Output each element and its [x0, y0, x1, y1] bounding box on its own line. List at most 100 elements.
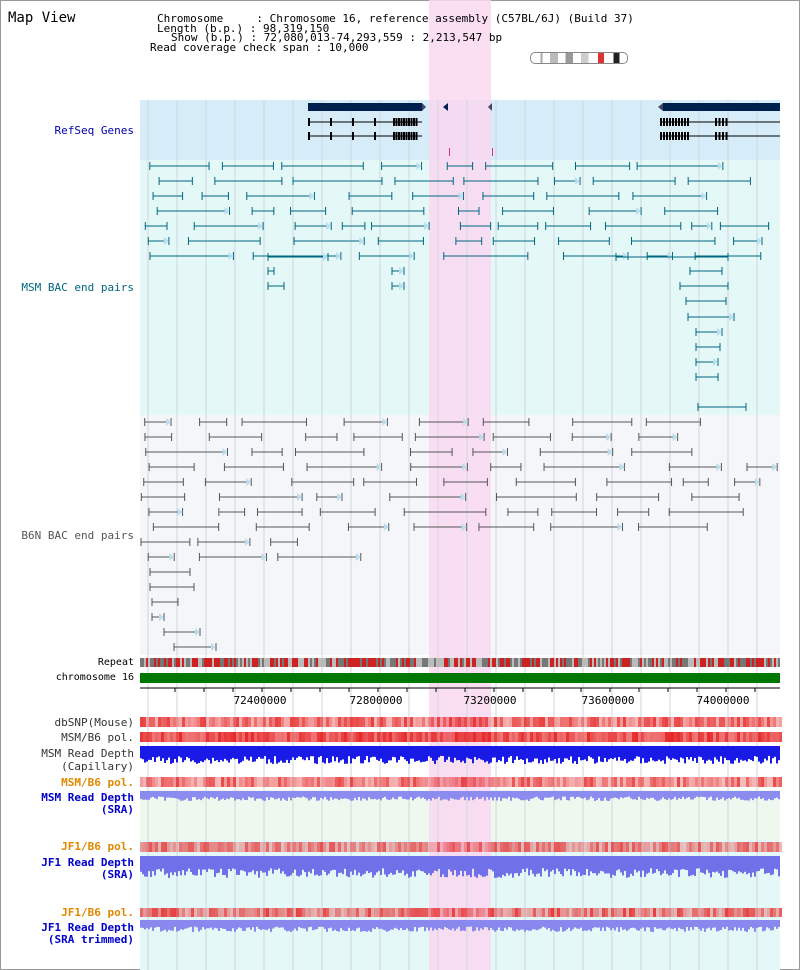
msm-depth-sra	[602, 791, 604, 801]
repeat-segment	[322, 658, 324, 667]
msm-depth-sra	[522, 791, 524, 801]
repeat-segment	[288, 658, 290, 667]
msm-pol2-heat	[422, 777, 425, 787]
refseq-marker	[449, 148, 450, 156]
msm-depth-sra	[326, 791, 328, 800]
jf1-depth-sra	[710, 856, 712, 878]
jf1-depth-sra	[532, 856, 534, 874]
msm-depth-sra	[252, 791, 254, 798]
dbsnp-heat	[452, 717, 455, 727]
jf1-pol-heat	[692, 842, 695, 852]
jf1-depth-trim	[454, 920, 456, 931]
jf1-pol2-heat	[518, 908, 521, 917]
dbsnp-heat	[695, 717, 698, 727]
msm-depth-sra	[144, 791, 146, 800]
msm-pol-heat	[527, 732, 530, 742]
jf1-pol2-heat	[494, 908, 497, 917]
track-label-jf1-depth-sra-1: JF1 Read Depth	[41, 856, 134, 869]
jf1-pol2-heat	[263, 908, 266, 917]
repeat-segment	[162, 658, 164, 667]
jf1-depth-trim	[462, 920, 464, 931]
jf1-depth-sra	[162, 856, 164, 869]
jf1-depth-sra	[556, 856, 558, 869]
msm-depth-cap	[460, 746, 462, 763]
msm-pol-heat	[620, 732, 623, 742]
msm-depth-sra	[620, 791, 622, 798]
repeat-segment	[642, 658, 644, 667]
repeat-segment	[454, 658, 456, 667]
msm-depth-cap	[562, 746, 564, 762]
jf1-depth-trim	[570, 920, 572, 932]
jf1-depth-sra	[510, 856, 512, 874]
msm-depth-sra	[298, 791, 300, 798]
repeat-segment	[696, 658, 698, 667]
msm-pol-heat	[443, 732, 446, 742]
jf1-depth-trim	[156, 920, 158, 927]
msm-pol-heat	[638, 732, 641, 742]
jf1-depth-trim	[534, 920, 536, 930]
msm-depth-sra	[460, 791, 462, 798]
jf1-depth-trim	[496, 920, 498, 931]
msm-depth-sra	[778, 791, 780, 800]
jf1-pol-heat	[524, 842, 527, 852]
track-label-refseq[interactable]: RefSeq Genes	[54, 124, 134, 137]
msm-depth-sra	[416, 791, 418, 798]
jf1-depth-sra	[546, 856, 548, 870]
jf1-depth-sra	[298, 856, 300, 877]
jf1-depth-trim	[680, 920, 682, 929]
msm-depth-cap	[742, 746, 744, 761]
jf1-pol-heat	[431, 842, 434, 852]
jf1-pol-heat	[596, 842, 599, 852]
jf1-pol2-heat	[347, 908, 350, 917]
track-label-msm-depth-cap-1: MSM Read Depth	[41, 747, 134, 760]
exon	[374, 132, 376, 140]
msm-pol-heat	[263, 732, 266, 742]
track-label-msm-bac[interactable]: MSM BAC end pairs	[21, 281, 134, 294]
msm-depth-sra	[382, 791, 384, 798]
jf1-pol-heat	[383, 842, 386, 852]
msm-depth-sra	[288, 791, 290, 798]
jf1-pol-heat	[560, 842, 563, 852]
jf1-pol2-heat	[563, 908, 566, 917]
jf1-depth-trim	[232, 920, 234, 929]
jf1-depth-trim	[736, 920, 738, 931]
msm-depth-sra	[318, 791, 320, 801]
msm-pol-heat	[404, 732, 407, 742]
msm-depth-cap	[380, 746, 382, 759]
repeat-segment	[660, 658, 662, 667]
msm-pol2-heat	[650, 777, 653, 787]
msm-depth-sra	[166, 791, 168, 798]
jf1-pol2-heat	[404, 908, 407, 917]
jf1-depth-trim	[218, 920, 220, 931]
jf1-pol-heat	[143, 842, 146, 852]
chromosome-ideogram[interactable]	[530, 52, 628, 64]
jf1-pol2-heat	[725, 908, 728, 917]
msm-depth-sra	[218, 791, 220, 801]
msm-depth-cap	[606, 746, 608, 762]
exon	[405, 132, 408, 140]
jf1-depth-sra	[370, 856, 372, 873]
jf1-depth-trim	[160, 920, 162, 932]
msm-depth-sra	[240, 791, 242, 801]
jf1-depth-trim	[652, 920, 654, 932]
jf1-pol-heat	[257, 842, 260, 852]
jf1-depth-trim	[216, 920, 218, 929]
repeat-segment	[358, 658, 360, 667]
jf1-pol2-heat	[365, 908, 368, 917]
jf1-pol2-heat	[461, 908, 464, 917]
jf1-depth-trim	[226, 920, 228, 931]
track-label-b6n-bac[interactable]: B6N BAC end pairs	[21, 529, 134, 542]
jf1-depth-trim	[520, 920, 522, 930]
jf1-depth-sra	[768, 856, 770, 873]
jf1-pol-heat	[668, 842, 671, 852]
dbsnp-heat	[221, 717, 224, 727]
jf1-depth-trim	[658, 920, 660, 929]
repeat-segment	[194, 658, 196, 667]
msm-pol-heat	[239, 732, 242, 742]
repeat-segment	[550, 658, 552, 667]
jf1-depth-trim	[270, 920, 272, 932]
jf1-depth-sra	[484, 856, 486, 877]
dbsnp-heat	[620, 717, 623, 727]
dbsnp-heat	[698, 717, 701, 727]
